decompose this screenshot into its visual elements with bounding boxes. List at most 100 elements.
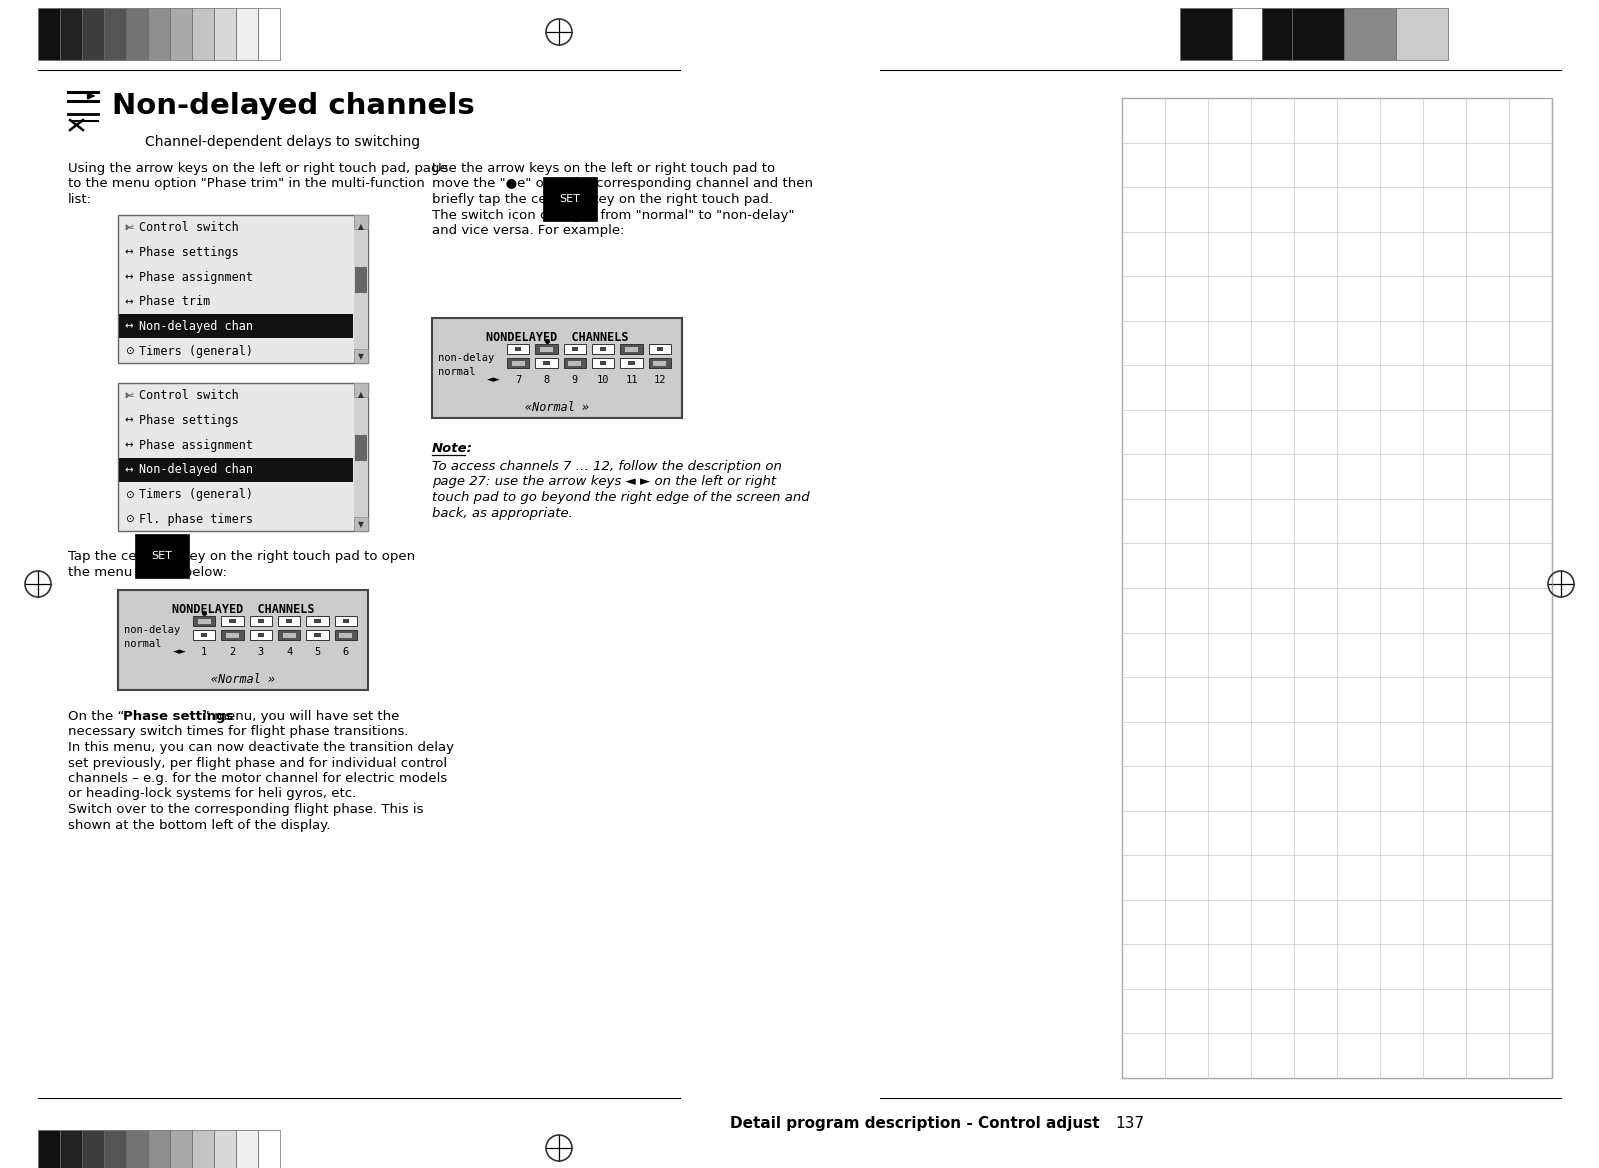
Bar bbox=[313, 619, 321, 624]
Bar bbox=[334, 630, 357, 640]
Bar bbox=[214, 1129, 237, 1168]
Bar bbox=[61, 8, 82, 60]
Text: 9: 9 bbox=[572, 375, 577, 385]
Bar bbox=[628, 361, 635, 366]
Bar bbox=[149, 1129, 169, 1168]
Text: ◄►: ◄► bbox=[173, 647, 187, 656]
Bar bbox=[249, 630, 272, 640]
Bar bbox=[257, 1129, 280, 1168]
Text: NONDELAYED  CHANNELS: NONDELAYED CHANNELS bbox=[171, 603, 315, 616]
Text: On the “: On the “ bbox=[69, 710, 125, 723]
Bar bbox=[544, 361, 550, 366]
Bar bbox=[249, 616, 272, 626]
Bar bbox=[353, 349, 368, 363]
Bar bbox=[1345, 8, 1396, 60]
Bar bbox=[118, 383, 368, 531]
Bar bbox=[353, 383, 368, 397]
Text: 3: 3 bbox=[257, 647, 264, 656]
Bar bbox=[82, 1129, 104, 1168]
Bar bbox=[1396, 8, 1449, 60]
Text: 4: 4 bbox=[286, 647, 293, 656]
Text: Fl. phase timers: Fl. phase timers bbox=[139, 513, 253, 526]
Bar bbox=[654, 361, 667, 366]
Text: 5: 5 bbox=[315, 647, 321, 656]
Text: ↔: ↔ bbox=[125, 440, 133, 450]
Text: ▼: ▼ bbox=[358, 520, 365, 529]
Text: touch pad to go beyond the right edge of the screen and: touch pad to go beyond the right edge of… bbox=[432, 491, 809, 505]
Bar bbox=[512, 361, 524, 366]
Bar bbox=[307, 630, 328, 640]
Text: Phase assignment: Phase assignment bbox=[139, 271, 253, 284]
Bar bbox=[355, 266, 368, 293]
Bar bbox=[432, 318, 683, 418]
Bar bbox=[1122, 98, 1553, 1078]
Text: ↔: ↔ bbox=[125, 272, 133, 283]
Bar bbox=[540, 347, 553, 352]
Text: necessary switch times for flight phase transitions.: necessary switch times for flight phase … bbox=[69, 725, 408, 738]
Bar bbox=[600, 347, 606, 352]
Text: Control switch: Control switch bbox=[139, 221, 238, 235]
Text: 1: 1 bbox=[201, 647, 208, 656]
Bar bbox=[649, 345, 672, 354]
Text: 2: 2 bbox=[229, 647, 235, 656]
Bar bbox=[592, 359, 614, 368]
Text: Tap the center: Tap the center bbox=[69, 550, 168, 563]
Bar bbox=[169, 8, 192, 60]
Text: ✄: ✄ bbox=[125, 223, 133, 232]
Bar bbox=[334, 616, 357, 626]
Text: normal: normal bbox=[438, 367, 475, 377]
Bar bbox=[571, 347, 579, 352]
Bar bbox=[118, 215, 368, 363]
Bar bbox=[564, 345, 585, 354]
Bar bbox=[169, 1129, 192, 1168]
Text: 12: 12 bbox=[654, 375, 667, 385]
Text: ▼: ▼ bbox=[358, 352, 365, 361]
Text: or heading-lock systems for heli gyros, etc.: or heading-lock systems for heli gyros, … bbox=[69, 787, 357, 800]
Text: Channel-dependent delays to switching: Channel-dependent delays to switching bbox=[146, 135, 421, 150]
Text: SET: SET bbox=[152, 551, 173, 561]
Text: channels – e.g. for the motor channel for electric models: channels – e.g. for the motor channel fo… bbox=[69, 772, 448, 785]
Text: ▲: ▲ bbox=[358, 390, 365, 399]
Bar bbox=[192, 8, 214, 60]
Text: Phase settings: Phase settings bbox=[139, 246, 238, 259]
Bar bbox=[353, 215, 368, 229]
Text: non-delay: non-delay bbox=[438, 353, 494, 363]
Text: 6: 6 bbox=[342, 647, 349, 656]
Bar bbox=[507, 345, 529, 354]
Text: key on the right touch pad.: key on the right touch pad. bbox=[587, 193, 772, 206]
Bar bbox=[118, 314, 353, 339]
Text: Note:: Note: bbox=[432, 442, 473, 456]
Text: Control switch: Control switch bbox=[139, 389, 238, 402]
Bar bbox=[620, 359, 643, 368]
Bar bbox=[657, 347, 664, 352]
Bar bbox=[620, 345, 643, 354]
Bar bbox=[536, 345, 558, 354]
Bar bbox=[193, 616, 216, 626]
Text: Non-delayed channels: Non-delayed channels bbox=[112, 92, 475, 120]
Bar bbox=[237, 1129, 257, 1168]
Text: normal: normal bbox=[125, 639, 161, 649]
Text: back, as appropriate.: back, as appropriate. bbox=[432, 507, 572, 520]
Bar bbox=[307, 616, 328, 626]
Bar bbox=[229, 619, 235, 624]
Text: «Normal »: «Normal » bbox=[211, 673, 275, 686]
Text: ◄►: ◄► bbox=[488, 375, 500, 384]
Text: the menu shown below:: the menu shown below: bbox=[69, 565, 227, 578]
Bar bbox=[625, 347, 638, 352]
Text: 137: 137 bbox=[1115, 1115, 1143, 1131]
Text: ⊙: ⊙ bbox=[125, 489, 133, 500]
Text: To access channels 7 … 12, follow the description on: To access channels 7 … 12, follow the de… bbox=[432, 460, 782, 473]
Text: Phase trim: Phase trim bbox=[139, 296, 209, 308]
Text: Non-delayed chan: Non-delayed chan bbox=[139, 464, 253, 477]
Bar bbox=[1180, 8, 1231, 60]
Bar bbox=[257, 633, 264, 638]
Bar bbox=[192, 1129, 214, 1168]
Bar bbox=[214, 8, 237, 60]
Bar bbox=[278, 616, 301, 626]
Bar bbox=[568, 361, 582, 366]
Bar bbox=[118, 590, 368, 690]
Bar bbox=[221, 630, 243, 640]
Text: key on the right touch pad to open: key on the right touch pad to open bbox=[177, 550, 416, 563]
Bar bbox=[355, 434, 368, 461]
Bar bbox=[104, 1129, 126, 1168]
